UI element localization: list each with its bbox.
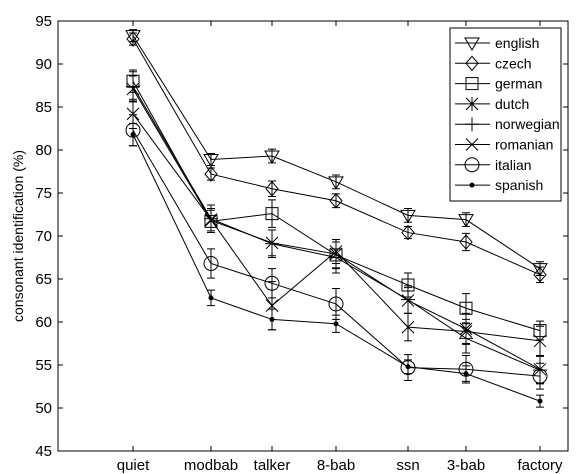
legend-marker bbox=[469, 182, 475, 188]
error-bar bbox=[404, 226, 412, 240]
data-point bbox=[328, 296, 344, 312]
data-point bbox=[264, 275, 280, 291]
legend-marker bbox=[465, 77, 479, 91]
legend-item-german: german bbox=[455, 76, 542, 92]
legend-item-czech: czech bbox=[455, 55, 532, 71]
legend-label: italian bbox=[495, 157, 532, 173]
data-point bbox=[458, 214, 474, 228]
legend-marker bbox=[465, 138, 479, 151]
data-point bbox=[333, 321, 339, 327]
legend-label: dutch bbox=[495, 96, 529, 112]
error-bar bbox=[462, 232, 470, 252]
x-tick-label: 8-bab bbox=[317, 457, 355, 474]
data-point bbox=[537, 398, 543, 404]
legend-label: spanish bbox=[495, 177, 543, 193]
legend-marker bbox=[465, 96, 479, 111]
data-point bbox=[126, 31, 140, 47]
data-point bbox=[264, 150, 280, 165]
y-tick-label: 70 bbox=[35, 228, 52, 245]
data-point bbox=[265, 299, 279, 313]
data-point bbox=[208, 295, 214, 301]
y-axis-title: consonant identification (%) bbox=[10, 150, 26, 322]
x-axis: quiet modbab talker 8-bab ssn 3-bab factory bbox=[117, 21, 563, 474]
legend-marker bbox=[465, 55, 479, 72]
error-bar bbox=[268, 268, 276, 299]
y-tick-label: 60 bbox=[35, 314, 52, 331]
legend-item-italian: italian bbox=[455, 157, 532, 173]
x-tick-label: talker bbox=[254, 457, 291, 474]
legend-label: romanian bbox=[495, 137, 553, 153]
data-point bbox=[203, 256, 219, 272]
data-point bbox=[204, 166, 218, 182]
y-tick-label: 50 bbox=[35, 400, 52, 417]
data-point bbox=[265, 236, 279, 251]
series-layer bbox=[125, 29, 548, 408]
legend-item-norwegian: norwegian bbox=[455, 116, 560, 132]
error-bar bbox=[207, 248, 215, 279]
data-point bbox=[265, 207, 279, 221]
data-point bbox=[203, 153, 219, 168]
error-bar bbox=[207, 167, 215, 181]
legend-label: english bbox=[495, 35, 539, 51]
y-tick-label: 85 bbox=[35, 99, 52, 116]
data-point bbox=[329, 192, 343, 209]
data-point bbox=[204, 213, 218, 227]
data-point bbox=[405, 364, 411, 370]
data-point bbox=[329, 245, 343, 258]
legend-box bbox=[449, 27, 562, 202]
x-tick-label: factory bbox=[517, 457, 563, 474]
legend-item-romanian: romanian bbox=[455, 137, 553, 153]
y-tick-label: 80 bbox=[35, 142, 52, 159]
data-point bbox=[532, 263, 548, 277]
legend-item-english: english bbox=[455, 35, 539, 51]
y-tick-label: 45 bbox=[35, 443, 52, 460]
y-tick-label: 75 bbox=[35, 185, 52, 202]
legend-marker bbox=[465, 117, 479, 132]
x-tick-label: quiet bbox=[117, 457, 150, 474]
data-point bbox=[459, 325, 473, 338]
data-point bbox=[401, 292, 415, 307]
data-point bbox=[130, 132, 136, 138]
y-tick-label: 90 bbox=[35, 56, 52, 73]
data-point bbox=[265, 180, 279, 197]
data-point bbox=[533, 334, 547, 348]
legend-label: czech bbox=[495, 55, 532, 71]
legend-item-spanish: spanish bbox=[455, 177, 543, 193]
data-point bbox=[269, 316, 275, 322]
x-tick-label: ssn bbox=[396, 457, 419, 474]
legend-marker bbox=[464, 157, 480, 173]
y-axis: 45 50 55 60 65 70 75 80 85 90 95 bbox=[35, 13, 568, 460]
legend: english czech german dutch norwegian romanian… bbox=[449, 27, 562, 202]
data-point bbox=[126, 107, 140, 121]
x-tick-label: 3-bab bbox=[447, 457, 485, 474]
error-bar bbox=[332, 193, 340, 209]
legend-item-dutch: dutch bbox=[455, 96, 529, 112]
data-point bbox=[400, 209, 416, 224]
x-tick-label: modbab bbox=[184, 457, 238, 474]
data-point bbox=[533, 266, 547, 283]
error-bar bbox=[129, 32, 137, 46]
data-point bbox=[328, 176, 344, 190]
legend-label: german bbox=[495, 76, 542, 92]
data-point bbox=[126, 79, 140, 94]
y-tick-label: 95 bbox=[35, 13, 52, 30]
data-point bbox=[401, 224, 415, 241]
error-bar bbox=[268, 199, 276, 228]
error-bar bbox=[536, 362, 544, 390]
y-tick-label: 55 bbox=[35, 357, 52, 374]
data-point bbox=[463, 371, 469, 377]
legend-marker bbox=[464, 37, 480, 51]
series-spanish bbox=[129, 122, 544, 408]
legend-label: norwegian bbox=[495, 116, 560, 132]
y-tick-label: 65 bbox=[35, 271, 52, 288]
data-point bbox=[532, 368, 548, 384]
data-point bbox=[459, 234, 473, 250]
error-bar bbox=[536, 266, 544, 283]
series-czech bbox=[126, 31, 547, 283]
data-point bbox=[401, 320, 415, 334]
error-bar bbox=[268, 180, 276, 197]
